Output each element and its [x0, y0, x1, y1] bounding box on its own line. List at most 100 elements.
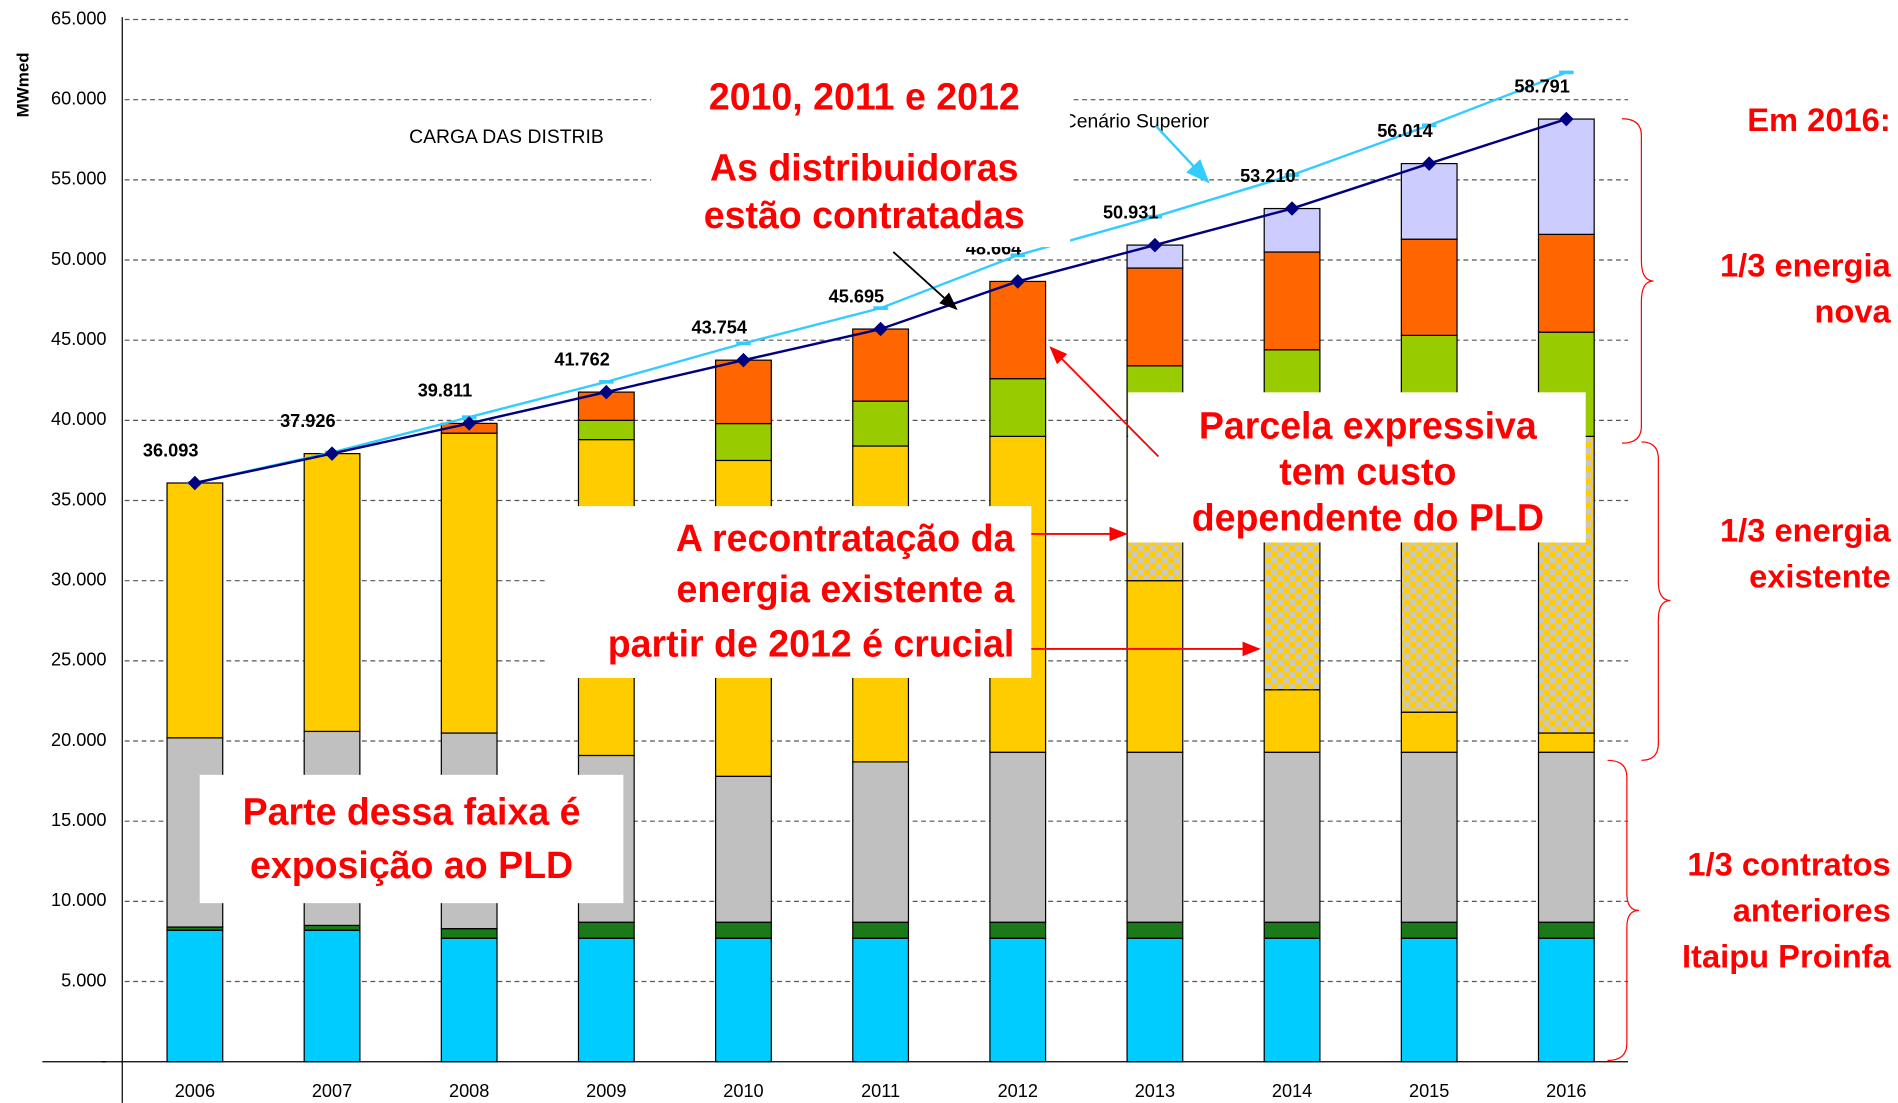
y-tick-label: 45.000: [51, 329, 106, 349]
y-tick-label: -: [100, 1051, 106, 1071]
x-tick-label: 2010: [723, 1081, 763, 1101]
bar-segment: [1537, 921, 1595, 939]
brace: [1641, 441, 1671, 761]
y-tick-label: 30.000: [51, 569, 106, 589]
brace: [1607, 759, 1639, 1062]
bar-segment: [989, 921, 1047, 939]
marker: [1559, 111, 1574, 127]
bar-segment: [303, 453, 361, 733]
bar-segment: [1400, 711, 1458, 753]
x-tick-label: 2015: [1409, 1081, 1449, 1101]
side-note: Itaipu Proinfa: [1682, 937, 1892, 974]
data-label: 37.926: [280, 411, 336, 431]
side-note: 1/3 energia: [1720, 246, 1892, 283]
callout-line: Parte dessa faixa é: [243, 791, 581, 833]
bar-segment: [715, 937, 772, 1063]
bar-segment: [852, 761, 910, 923]
bar-segment: [1537, 937, 1595, 1063]
side-notes: Em 2016: 1/3 energia nova 1/3 energia ex…: [1607, 101, 1892, 1062]
callout-arrow: [1049, 346, 1160, 458]
y-tick-label: 10.000: [51, 890, 106, 910]
bar-segment: [715, 422, 772, 462]
callout-line: partir de 2012 é crucial: [608, 622, 1015, 664]
annotations: CARGA DAS DISTRIB Cenário Superior 2010,…: [199, 67, 1586, 904]
side-note: anteriores: [1733, 891, 1891, 928]
bar-segment: [989, 280, 1047, 380]
callout-line: dependente do PLD: [1192, 497, 1544, 539]
side-title: Em 2016:: [1747, 101, 1890, 138]
bar-segment: [1400, 751, 1458, 923]
load-label: CARGA DAS DISTRIB: [409, 126, 604, 148]
bar-segment: [1126, 751, 1184, 923]
y-tick-label: 50.000: [51, 249, 106, 269]
bar-segment: [577, 419, 635, 441]
bar-segment: [1263, 251, 1321, 351]
bar-segment: [1537, 233, 1595, 333]
y-tick-label: 5.000: [61, 970, 106, 990]
callout-line: As distribuidoras: [710, 147, 1019, 189]
axes: MWmed: [14, 17, 1629, 1103]
side-note: 1/3 contratos: [1687, 845, 1890, 882]
y-axis-label: MWmed: [14, 52, 33, 117]
bar-segment: [1537, 118, 1595, 235]
side-note: 1/3 energia: [1720, 511, 1892, 548]
x-tick-label: 2012: [998, 1081, 1038, 1101]
y-tick-label: 55.000: [51, 169, 106, 189]
y-tick-label: 60.000: [51, 88, 106, 108]
y-tick-label: 65.000: [51, 8, 106, 28]
marker: [461, 416, 477, 431]
y-tick-label: 15.000: [51, 810, 106, 830]
callout-arrow: [892, 251, 958, 311]
x-tick-label: 2008: [449, 1081, 489, 1101]
bar-segment: [1537, 732, 1595, 753]
marker: [599, 384, 614, 400]
callout-line: Parcela expressiva: [1199, 405, 1538, 447]
bar-segment: [440, 928, 498, 939]
bar-segment: [1400, 162, 1458, 240]
data-label: 41.762: [554, 349, 610, 369]
bar-segment: [1537, 751, 1595, 923]
bar-segment: [989, 937, 1047, 1063]
bar-segment: [715, 359, 772, 425]
bar-segment: [577, 921, 635, 939]
callout-box: [1128, 392, 1586, 543]
brace: [1622, 118, 1654, 444]
y-tick-label: 40.000: [51, 409, 106, 429]
bar-segment: [1126, 267, 1184, 367]
grid: - 5.000 10.000 15.000 20.000 25.000 30.000 35.0…: [51, 8, 1629, 1071]
bar-segment: [166, 929, 224, 1063]
y-tick-label: 20.000: [51, 730, 106, 750]
x-tick-label: 2007: [312, 1081, 352, 1101]
bar-segment: [715, 921, 772, 939]
bar-segment: [1126, 937, 1184, 1063]
bar-segment: [715, 775, 772, 923]
side-note: existente: [1749, 557, 1891, 594]
bar-segment: [989, 378, 1047, 437]
bar-segment: [166, 482, 224, 739]
marker: [736, 352, 751, 368]
y-tick-label: 35.000: [51, 489, 106, 509]
callout-line: A recontratação da: [676, 517, 1016, 559]
bar-segment: [989, 751, 1047, 923]
scenario-label: Cenário Superior: [1063, 111, 1210, 133]
x-tick-label: 2013: [1135, 1081, 1175, 1101]
callout-line: energia existente a: [677, 568, 1016, 610]
callout-box: [651, 67, 1071, 248]
bar-segment: [852, 937, 910, 1063]
data-label: 58.791: [1514, 76, 1570, 96]
marker: [1284, 201, 1300, 216]
marker: [324, 446, 340, 461]
bar-segment: [1400, 937, 1458, 1063]
data-label: 56.014: [1377, 121, 1432, 141]
x-tick-label: 2016: [1546, 1081, 1586, 1101]
data-label: 50.931: [1103, 202, 1159, 222]
bar-segment: [852, 400, 910, 447]
callout-title: 2010, 2011 e 2012: [709, 75, 1020, 117]
bar-segment: [303, 929, 361, 1063]
bar-segment: [1400, 238, 1458, 336]
bar-segment: [1263, 689, 1321, 753]
y-tick-label: 25.000: [51, 650, 106, 670]
marker: [187, 475, 203, 491]
bar-segment: [577, 937, 635, 1063]
